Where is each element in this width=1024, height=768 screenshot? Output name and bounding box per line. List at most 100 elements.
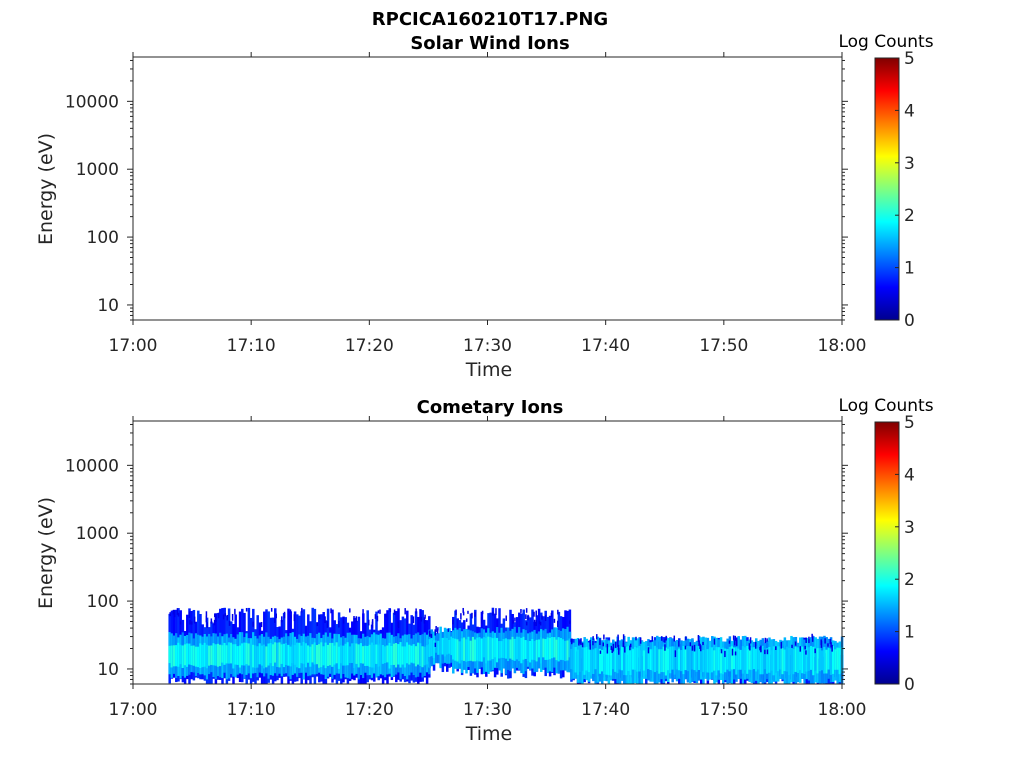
spectrogram-column — [392, 612, 396, 677]
spectrogram-cell — [285, 643, 288, 665]
spectrogram-cell — [640, 650, 644, 670]
spectrogram-cell — [618, 650, 622, 670]
spectrogram-speckle — [610, 645, 613, 650]
spectrogram-column — [454, 610, 457, 669]
spectrogram-cell — [750, 647, 754, 671]
spectrogram-cell — [529, 640, 532, 663]
spectrogram-speckle — [177, 612, 180, 617]
panel-cometary: Cometary Ions 17:00 17:10 17:20 17:30 17:40 1… — [35, 396, 934, 745]
spectrogram-column — [282, 612, 286, 677]
spectrogram-cell — [548, 637, 552, 660]
spectrogram-speckle — [635, 636, 637, 641]
spectrogram-column — [829, 637, 833, 684]
x-axis-label: Time — [465, 723, 513, 745]
spectrogram-cell — [441, 637, 445, 655]
spectrogram-speckle — [260, 622, 263, 628]
spectrogram-speckle — [599, 638, 601, 646]
spectrogram-cell — [645, 648, 648, 675]
spectrogram-cell — [625, 646, 628, 676]
spectrogram-column — [518, 612, 521, 671]
spectrogram-cell — [408, 644, 411, 665]
spectrogram-column — [437, 633, 440, 664]
spectrogram-column — [395, 611, 398, 683]
x-tick-label: 17:10 — [227, 700, 276, 720]
spectrogram-column — [179, 610, 182, 680]
spectrogram-speckle — [455, 609, 457, 616]
spectrogram-cell — [785, 646, 789, 672]
spectrogram-column — [757, 640, 760, 684]
spectrogram-cell — [664, 647, 668, 676]
spectrogram-column — [770, 639, 773, 684]
spectrogram-cell — [748, 649, 751, 670]
spectrogram-speckle — [629, 645, 631, 651]
spectrogram-cell — [741, 646, 745, 674]
spectrogram-cell — [421, 646, 424, 668]
spectrogram-cell — [570, 648, 573, 670]
x-tick-label: 17:20 — [345, 700, 394, 720]
colorbar-tick-label: 0 — [904, 311, 915, 331]
panel-title: Solar Wind Ions — [410, 33, 569, 54]
spectrogram-speckle — [533, 611, 535, 617]
spectrogram-cell — [752, 647, 756, 670]
spectrogram-column — [553, 627, 556, 676]
spectrogram-speckle — [550, 612, 553, 618]
x-tick-label: 17:50 — [699, 700, 748, 720]
spectrogram-speckle — [827, 643, 829, 647]
spectrogram-speckle — [831, 644, 833, 652]
spectrogram-cell — [342, 645, 345, 666]
spectrogram-cell — [693, 649, 696, 671]
spectrogram-column — [348, 627, 352, 681]
spectrogram-speckle — [673, 635, 676, 642]
spectrogram-cell — [562, 639, 565, 661]
spectrogram-column — [384, 613, 387, 681]
spectrogram-cell — [287, 644, 290, 666]
spectrogram-cell — [649, 649, 652, 670]
spectrogram-column — [713, 636, 716, 684]
spectrogram-cell — [355, 643, 358, 664]
spectrogram-column — [777, 642, 780, 682]
spectrogram-cell — [777, 646, 780, 672]
spectrogram-column — [524, 620, 528, 679]
spectrogram-cell — [609, 646, 613, 676]
spectrogram-cell — [340, 645, 343, 664]
spectrogram-speckle — [749, 637, 752, 644]
spectrogram-cell — [724, 648, 727, 673]
spectrogram-cell — [533, 640, 536, 661]
spectrogram-cell — [757, 648, 760, 670]
spectrogram-cell — [566, 640, 569, 661]
spectrogram-column — [194, 621, 198, 678]
spectrogram-column — [421, 610, 424, 682]
spectrogram-column — [581, 641, 584, 684]
spectrogram-speckle — [222, 614, 225, 620]
spectrogram-cell — [366, 645, 369, 666]
spectrogram-cell — [564, 640, 567, 662]
spectrogram-column — [774, 640, 778, 684]
spectrogram-column — [551, 610, 554, 673]
spectrogram-speckle — [385, 613, 387, 618]
spectrogram-column — [234, 614, 237, 678]
spectrogram-speckle — [480, 617, 483, 624]
spectrogram-cell — [689, 648, 692, 671]
spectrogram-speckle — [371, 621, 374, 628]
spectrogram-column — [260, 630, 264, 684]
spectrogram-cell — [821, 650, 824, 671]
spectrogram-column — [605, 637, 608, 682]
spectrogram-speckle — [274, 618, 276, 623]
spectrogram-cell — [386, 645, 389, 663]
spectrogram-speckle — [434, 629, 436, 636]
spectrogram-column — [585, 638, 589, 681]
spectrogram-speckle — [215, 613, 217, 619]
spectrogram-cell — [612, 649, 615, 670]
spectrogram-speckle — [535, 610, 537, 618]
spectrogram-column — [309, 621, 312, 684]
spectrogram-cell — [311, 644, 314, 663]
colorbar-tick-label: 5 — [904, 413, 915, 433]
colorbar-tick-label: 3 — [904, 154, 915, 174]
spectrogram-column — [390, 622, 394, 681]
spectrogram-speckle — [592, 641, 594, 646]
spectrogram-cell — [221, 645, 224, 663]
spectrogram-column — [441, 631, 445, 673]
spectrogram-column — [487, 613, 490, 674]
spectrogram-cell — [607, 647, 611, 676]
